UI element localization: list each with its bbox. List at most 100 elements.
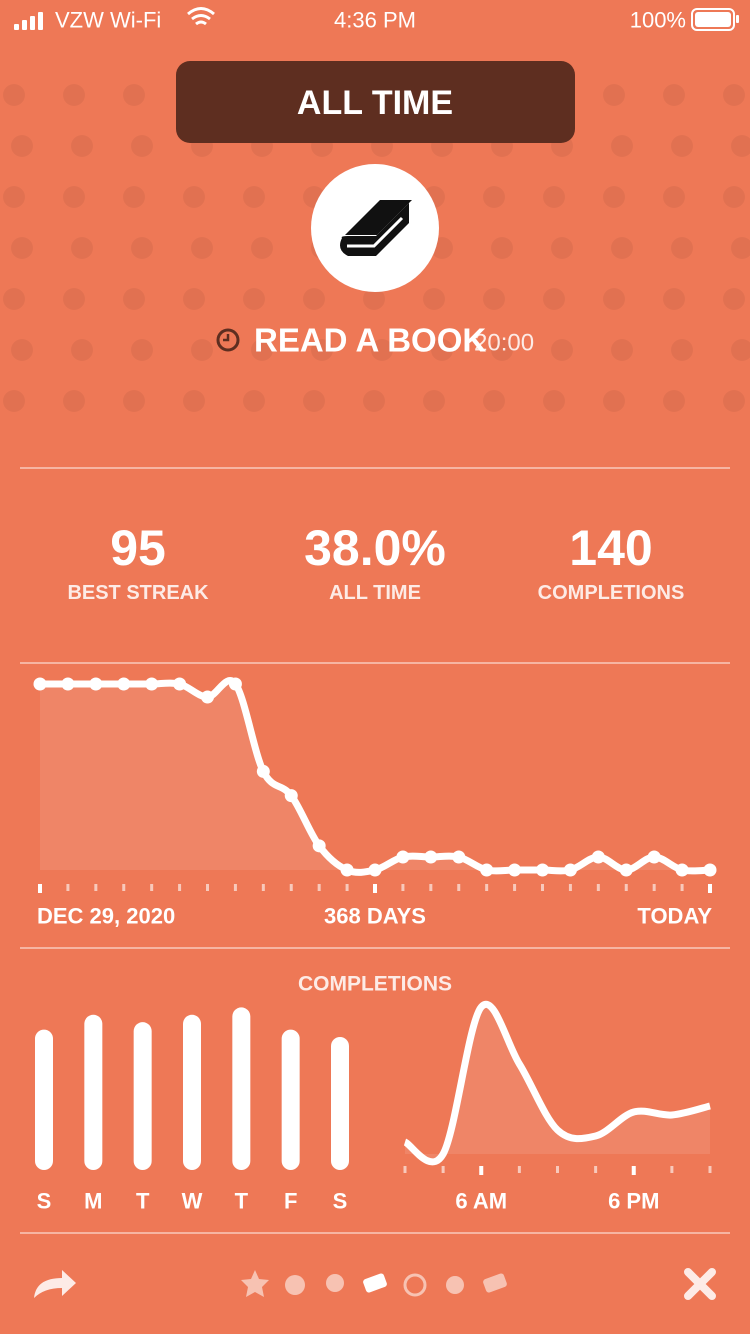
area bbox=[405, 1004, 710, 1162]
pattern-icon bbox=[3, 84, 25, 106]
pattern-icon bbox=[63, 186, 85, 208]
period-button[interactable] bbox=[176, 61, 575, 143]
pattern-icon bbox=[131, 339, 153, 361]
habit-duration: 20:00 bbox=[474, 330, 534, 357]
close-button[interactable] bbox=[684, 1268, 716, 1300]
stat-value: 140 bbox=[569, 520, 652, 576]
pattern-icon bbox=[483, 186, 505, 208]
stat-label: BEST STREAK bbox=[67, 582, 209, 604]
pattern-icon bbox=[303, 288, 325, 310]
bar bbox=[183, 1014, 201, 1170]
pattern-icon bbox=[243, 186, 265, 208]
pattern-icon bbox=[183, 186, 205, 208]
pattern-icon bbox=[363, 288, 385, 310]
point bbox=[703, 863, 717, 877]
point bbox=[396, 850, 410, 864]
pattern-icon bbox=[71, 135, 93, 157]
area bbox=[40, 680, 710, 873]
habit-switcher[interactable] bbox=[241, 1270, 508, 1297]
x-tick-label: DEC 29, 2020 bbox=[37, 904, 175, 929]
pattern-icon bbox=[483, 390, 505, 412]
pattern-icon bbox=[251, 237, 273, 259]
x-tick-label: 6 AM bbox=[455, 1189, 507, 1214]
pattern-icon bbox=[11, 135, 33, 157]
point bbox=[117, 677, 131, 691]
pattern-icon bbox=[63, 288, 85, 310]
pattern-icon bbox=[491, 237, 513, 259]
pattern-icon bbox=[663, 186, 685, 208]
stat-value: 95 bbox=[110, 520, 166, 576]
x-tick-label: M bbox=[84, 1189, 102, 1214]
x-tick-label: TODAY bbox=[637, 904, 712, 929]
x-tick-label: W bbox=[182, 1189, 203, 1214]
pattern-icon bbox=[731, 135, 750, 157]
point bbox=[33, 677, 47, 691]
pattern-icon bbox=[723, 390, 745, 412]
battery-icon bbox=[691, 8, 739, 31]
pattern-icon bbox=[311, 339, 333, 361]
pattern-icon bbox=[371, 339, 393, 361]
point bbox=[563, 863, 577, 877]
point bbox=[256, 764, 270, 778]
pattern-icon bbox=[123, 84, 145, 106]
point bbox=[424, 850, 438, 864]
pattern-icon bbox=[123, 288, 145, 310]
bar bbox=[232, 1007, 251, 1170]
pattern-icon bbox=[723, 288, 745, 310]
pattern-icon bbox=[603, 186, 625, 208]
pattern-icon bbox=[123, 186, 145, 208]
point bbox=[173, 677, 187, 691]
carrier: VZW Wi-Fi bbox=[55, 8, 161, 33]
share-button[interactable] bbox=[34, 1270, 76, 1298]
pattern-icon bbox=[243, 288, 265, 310]
pattern-icon bbox=[723, 186, 745, 208]
pattern-icon bbox=[551, 339, 573, 361]
x-tick-label: F bbox=[284, 1189, 297, 1214]
pattern-icon bbox=[603, 84, 625, 106]
point bbox=[647, 850, 661, 864]
point bbox=[452, 850, 466, 864]
stat-label: ALL TIME bbox=[329, 582, 421, 604]
habit-name: READ A BOOK bbox=[254, 322, 486, 359]
clock-time: 4:36 PM bbox=[334, 8, 416, 33]
pattern-icon bbox=[3, 390, 25, 412]
pattern-icon bbox=[3, 186, 25, 208]
pattern-icon bbox=[491, 339, 513, 361]
pattern-icon bbox=[71, 237, 93, 259]
point bbox=[536, 863, 549, 877]
charts: DEC 29, 2020 368 DAYS TODAY S M T W T F S 6 AM 6 PM bbox=[33, 677, 717, 1214]
pattern-icon bbox=[483, 288, 505, 310]
point bbox=[591, 850, 605, 864]
bar bbox=[84, 1014, 103, 1170]
x-tick-label: 368 DAYS bbox=[324, 904, 426, 929]
pattern-icon bbox=[603, 288, 625, 310]
pattern-icon bbox=[63, 390, 85, 412]
bar bbox=[281, 1029, 300, 1170]
x-tick-label: S bbox=[333, 1189, 348, 1214]
point bbox=[340, 863, 354, 877]
pattern-icon bbox=[71, 339, 93, 361]
x-tick-label: T bbox=[235, 1189, 249, 1214]
period-label: ALL TIME bbox=[297, 84, 453, 122]
line bbox=[403, 1000, 711, 1166]
pattern-icon bbox=[131, 237, 153, 259]
pattern-icon bbox=[611, 135, 633, 157]
pattern-icon bbox=[663, 84, 685, 106]
pattern-icon bbox=[671, 135, 693, 157]
pattern-icon bbox=[11, 237, 33, 259]
pattern-icon bbox=[183, 390, 205, 412]
pattern-icon bbox=[543, 186, 565, 208]
battery-percent: 100% bbox=[630, 8, 686, 33]
x-tick-label: S bbox=[37, 1189, 52, 1214]
point bbox=[508, 863, 522, 877]
pattern-icon bbox=[191, 237, 213, 259]
pattern-icon bbox=[3, 288, 25, 310]
pattern-icon bbox=[731, 237, 750, 259]
point bbox=[61, 677, 75, 691]
point bbox=[145, 677, 159, 691]
wifi-icon bbox=[187, 7, 215, 26]
point bbox=[89, 677, 103, 691]
signal-icon bbox=[14, 12, 43, 30]
